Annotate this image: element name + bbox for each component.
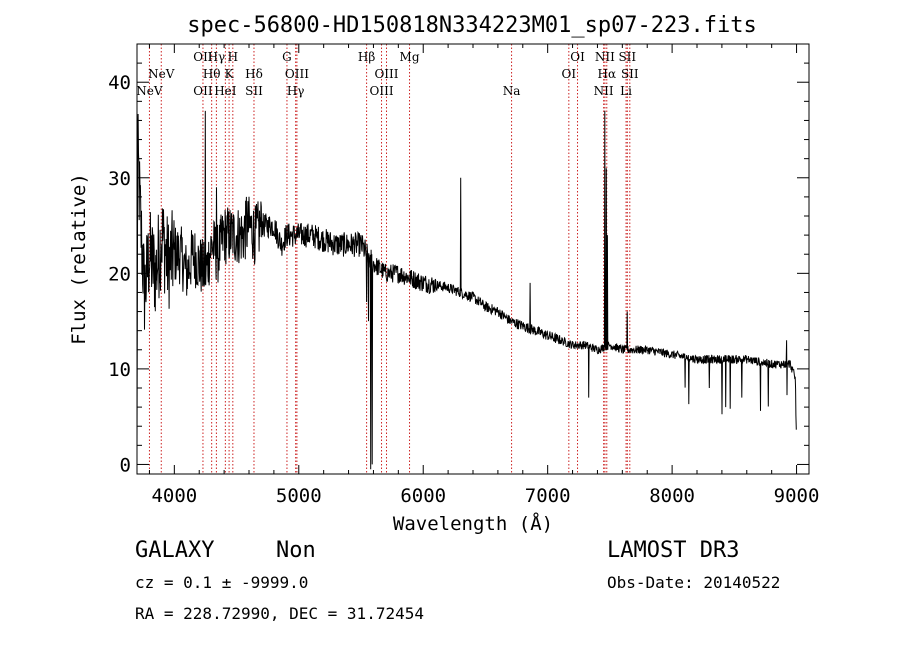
y-tick-label: 40 bbox=[108, 72, 131, 94]
chart-title: spec-56800-HD150818N334223M01_sp07-223.f… bbox=[187, 13, 757, 38]
coordinates: RA = 228.72990, DEC = 31.72454 bbox=[135, 604, 424, 623]
redshift-value: cz = 0.1 ± -9999.0 bbox=[135, 573, 309, 592]
x-axis-ticks: 4000 5000 6000 7000 8000 9000 bbox=[148, 44, 820, 507]
y-tick-label: 20 bbox=[108, 263, 131, 285]
x-tick-label: 8000 bbox=[649, 485, 695, 507]
x-tick-label: 9000 bbox=[774, 485, 820, 507]
y-tick-label: 10 bbox=[108, 359, 131, 381]
spectrum-series bbox=[136, 110, 797, 470]
emission-line-label: OII bbox=[193, 84, 213, 98]
x-tick-label: 4000 bbox=[151, 485, 197, 507]
emission-line-label: OII bbox=[193, 50, 213, 64]
emission-line-label: OIII bbox=[285, 67, 309, 81]
x-tick-label: 6000 bbox=[400, 485, 446, 507]
emission-line-label: OIII bbox=[374, 67, 398, 81]
emission-line-label: Mg bbox=[400, 50, 420, 64]
emission-line-label: HeI bbox=[214, 84, 237, 98]
emission-line-label: Hγ bbox=[208, 50, 226, 64]
emission-line-label: Hθ bbox=[203, 67, 221, 81]
emission-line-label: K bbox=[225, 67, 235, 81]
emission-line-label: NeV bbox=[148, 67, 175, 81]
emission-line-label: Hβ bbox=[358, 50, 375, 64]
object-subclass: Non bbox=[276, 538, 316, 563]
emission-line-label: OIII bbox=[370, 84, 394, 98]
x-tick-label: 7000 bbox=[525, 485, 571, 507]
y-axis-label: Flux (relative) bbox=[68, 173, 90, 345]
emission-line-label: Hα bbox=[597, 67, 616, 81]
emission-line-label: SII bbox=[621, 67, 639, 81]
emission-line-label: SII bbox=[618, 50, 636, 64]
emission-line-label: Na bbox=[503, 84, 521, 98]
survey-name: LAMOST DR3 bbox=[607, 538, 740, 563]
emission-line-label: Hγ bbox=[287, 84, 305, 98]
y-tick-label: 30 bbox=[108, 168, 131, 190]
line-marker-group bbox=[148, 44, 631, 474]
object-class: GALAXY bbox=[135, 538, 215, 563]
emission-line-label: SII bbox=[245, 84, 263, 98]
y-axis-ticks: 0 10 20 30 40 bbox=[108, 62, 809, 476]
emission-line-label: Hδ bbox=[245, 67, 263, 81]
observation-date: Obs-Date: 20140522 bbox=[607, 573, 781, 592]
emission-line-label: NII bbox=[594, 84, 614, 98]
y-tick-label: 0 bbox=[120, 454, 131, 476]
emission-line-label: NeV bbox=[136, 84, 163, 98]
x-tick-label: 5000 bbox=[276, 485, 322, 507]
emission-line-label: G bbox=[282, 50, 292, 64]
emission-line-label: NII bbox=[595, 50, 615, 64]
x-axis-label: Wavelength (Å) bbox=[393, 512, 553, 535]
emission-line-label: OI bbox=[570, 50, 585, 64]
emission-line-label: H bbox=[228, 50, 238, 64]
plot-frame bbox=[136, 43, 810, 475]
emission-line-label: Li bbox=[620, 84, 632, 98]
emission-line-label: OI bbox=[562, 67, 577, 81]
